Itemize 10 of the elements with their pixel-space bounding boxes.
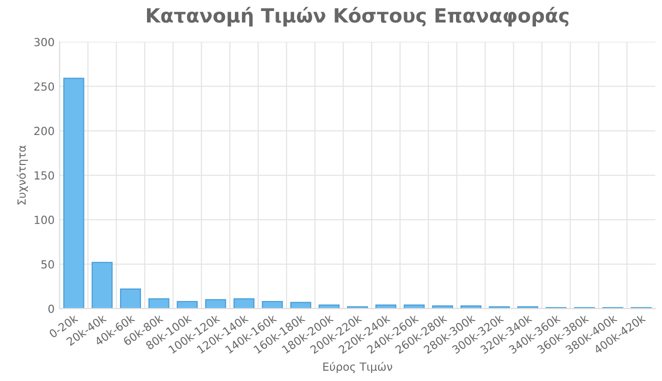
y-tick-label: 300	[34, 38, 54, 46]
y-axis-title: Συχνότητα	[16, 145, 28, 204]
y-tick-label: 100	[34, 216, 54, 224]
y-tick-label: 50	[41, 260, 54, 269]
chart-title: Κατανομή Τιμών Κόστους Επαναφοράς	[147, 6, 568, 27]
y-tick-label: 250	[34, 82, 54, 91]
y-tick-label: 0	[48, 304, 54, 313]
x-axis-title: Εύρος Τιμών	[323, 362, 392, 374]
y-tick-label: 150	[34, 171, 54, 180]
y-tick-label: 200	[34, 126, 54, 136]
